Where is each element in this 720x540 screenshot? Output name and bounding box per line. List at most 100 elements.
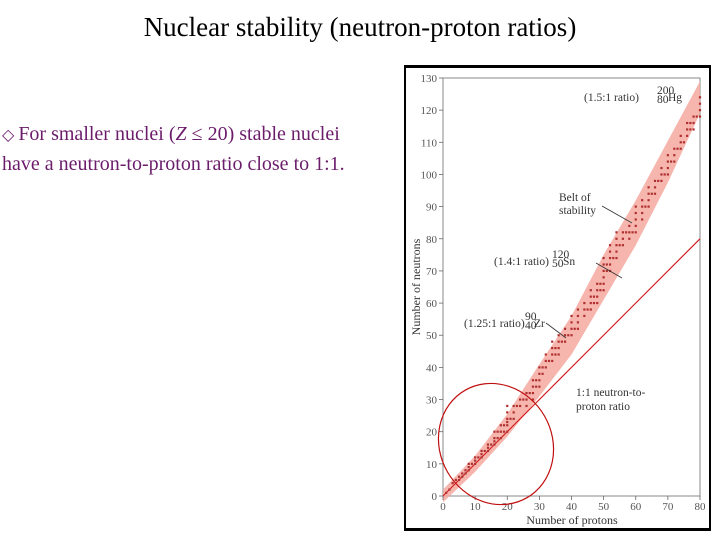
- stable-nucleus-point: [576, 314, 580, 318]
- stable-nucleus-point: [583, 308, 586, 311]
- stable-nucleus-point: [512, 404, 515, 408]
- x-tick-label: 0: [440, 501, 446, 513]
- stable-nucleus-point: [570, 321, 573, 324]
- stable-nucleus-point: [583, 314, 586, 318]
- stable-nucleus-point: [480, 449, 483, 453]
- stable-nucleus-point: [625, 231, 628, 234]
- stable-nucleus-point: [589, 301, 592, 305]
- stable-nucleus-point: [448, 488, 451, 491]
- slide-title: Nuclear stability (neutron-proton ratios…: [143, 12, 577, 42]
- stable-nucleus-point: [506, 420, 509, 424]
- stable-nucleus-point: [653, 179, 657, 182]
- y-tick-label: 130: [421, 73, 438, 85]
- stable-nucleus-point: [528, 392, 531, 395]
- stable-nucleus-point: [612, 256, 615, 260]
- x-axis-label: Number of protons: [526, 513, 618, 527]
- stable-nucleus-point: [499, 437, 502, 440]
- stable-nucleus-point: [602, 256, 605, 260]
- stable-nucleus-point: [692, 121, 695, 125]
- stable-nucleus-point: [551, 340, 554, 343]
- one-to-one-ratio-line: [442, 238, 701, 497]
- stable-nucleus-point: [647, 205, 650, 208]
- stable-nucleus-point: [602, 263, 605, 266]
- stable-nucleus-point: [631, 231, 634, 234]
- stable-nucleus-point: [515, 404, 518, 408]
- stable-nucleus-point: [692, 115, 695, 118]
- stable-nucleus-point: [663, 173, 666, 176]
- annotation-zr-atomic: 40: [525, 320, 537, 332]
- y-tick-label: 50: [426, 330, 438, 342]
- stable-nucleus-point: [634, 205, 637, 208]
- annotation-zr-symbol: Zr: [534, 318, 545, 330]
- stable-nucleus-point: [602, 282, 605, 285]
- stable-nucleus-point: [573, 327, 576, 330]
- stable-nucleus-point: [608, 256, 612, 260]
- stable-nucleus-point: [464, 472, 467, 475]
- annotation-sn: (1.4:1 ratio) 120 50 Sn: [494, 249, 623, 279]
- y-tick-label: 100: [421, 169, 438, 181]
- stable-nucleus-point: [464, 469, 467, 472]
- stable-nucleus-point: [698, 115, 702, 118]
- y-tick-label: 120: [421, 105, 438, 117]
- stable-nucleus-point: [557, 334, 560, 337]
- stable-nucleus-point: [480, 456, 483, 459]
- y-axis-label: Number of neutrons: [409, 238, 423, 335]
- stable-nucleus-point: [634, 218, 637, 221]
- annotation-belt-leader: [601, 205, 633, 224]
- x-tick-label: 10: [470, 501, 482, 513]
- stable-nucleus-point: [695, 115, 698, 118]
- stable-nucleus-point: [576, 327, 580, 330]
- stable-nucleus-point: [583, 301, 586, 305]
- y-tick-label: 10: [426, 459, 438, 471]
- stable-nucleus-point: [486, 446, 490, 449]
- stable-nucleus-point: [490, 443, 493, 446]
- annotation-belt-line1: Belt of: [559, 192, 591, 204]
- annotation-belt-line2: stability: [559, 205, 596, 217]
- stable-nucleus-point: [477, 456, 480, 459]
- stable-nucleus-point: [557, 353, 560, 356]
- x-tick-label: 70: [662, 501, 674, 513]
- stable-nucleus-point: [634, 231, 637, 234]
- stable-nucleus-point: [474, 459, 477, 462]
- annotation-one-to-one: 1:1 neutron-to- proton ratio: [576, 387, 645, 413]
- stable-nucleus-point: [692, 128, 695, 131]
- x-tick-label: 30: [534, 501, 546, 513]
- stable-nucleus-point: [519, 398, 522, 401]
- stable-nucleus-point: [496, 430, 499, 433]
- stable-nucleus-point: [615, 250, 618, 253]
- stable-nucleus-point: [535, 385, 538, 388]
- stable-nucleus-point: [480, 453, 483, 456]
- stable-nucleus-point: [641, 199, 644, 202]
- x-tick-label: 20: [502, 501, 514, 513]
- x-tick-label: 50: [598, 501, 610, 513]
- annotation-zr-leader: [545, 322, 567, 339]
- stable-nucleus-point: [628, 224, 631, 228]
- stable-nucleus-point: [538, 366, 541, 369]
- stable-nucleus-point: [535, 379, 538, 382]
- stable-nucleus-point: [531, 385, 535, 388]
- y-tick-label: 40: [426, 362, 438, 374]
- annotation-sn-mass: 120: [552, 249, 570, 261]
- stable-nucleus-point: [615, 237, 618, 240]
- stable-nucleus-point: [519, 404, 522, 408]
- annotation-one-to-one-line2: proton ratio: [576, 401, 630, 413]
- stable-nucleus-point: [673, 154, 676, 157]
- bullet-point: ◇ For smaller nuclei (Z ≤ 20) stable nucl…: [2, 120, 382, 178]
- stable-nucleus-point: [634, 224, 637, 228]
- stable-nucleus-point: [570, 327, 573, 330]
- stable-nucleus-point: [660, 173, 663, 176]
- stable-nucleus-point: [673, 160, 676, 163]
- stable-nucleus-point: [615, 244, 618, 247]
- stable-nucleus-point: [641, 205, 644, 208]
- stable-nucleus-point: [644, 205, 647, 208]
- plot-border: [442, 77, 701, 497]
- stable-nucleus-point: [461, 472, 464, 475]
- stable-nucleus-point: [682, 141, 686, 144]
- stable-nucleus-point: [650, 192, 653, 195]
- bullet-variable-z: Z: [175, 123, 187, 145]
- stable-nucleus-point: [451, 482, 454, 485]
- stable-nucleus-point: [563, 340, 567, 343]
- annotation-zr-ratio: (1.25:1 ratio): [464, 318, 525, 330]
- stable-nucleus-point: [457, 475, 461, 478]
- stable-nucleus-point: [576, 321, 580, 324]
